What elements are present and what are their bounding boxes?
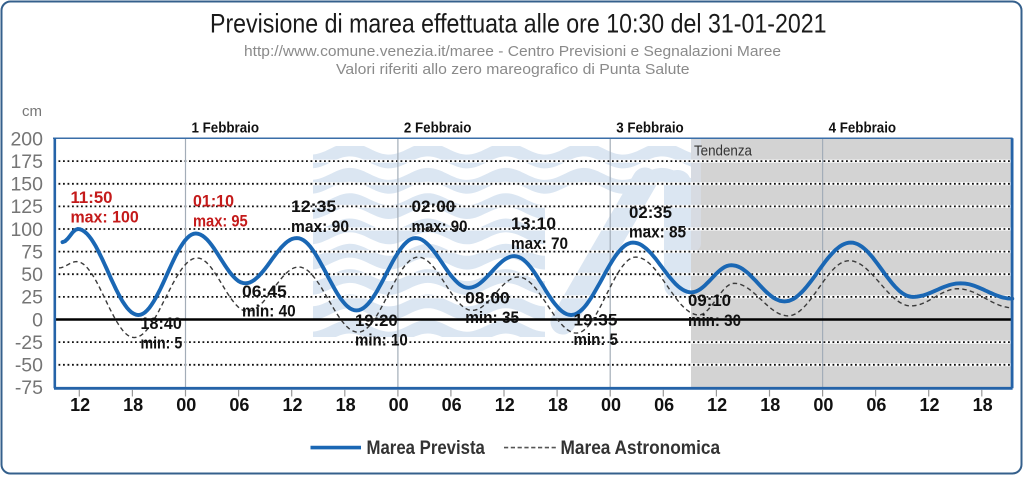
svg-text:12:35: 12:35 bbox=[291, 198, 336, 216]
svg-text:max: 100: max: 100 bbox=[71, 208, 139, 226]
svg-text:19:20: 19:20 bbox=[355, 312, 398, 330]
svg-text:02:35: 02:35 bbox=[629, 204, 672, 222]
svg-text:125: 125 bbox=[10, 196, 43, 218]
svg-text:08:00: 08:00 bbox=[465, 289, 510, 307]
svg-text:200: 200 bbox=[10, 128, 43, 150]
svg-text:18:40: 18:40 bbox=[141, 315, 182, 333]
svg-text:cm: cm bbox=[22, 103, 42, 120]
svg-text:06: 06 bbox=[442, 395, 462, 415]
svg-text:25: 25 bbox=[21, 287, 43, 309]
svg-text:100: 100 bbox=[10, 219, 43, 241]
svg-text:06: 06 bbox=[654, 395, 674, 415]
svg-text:12: 12 bbox=[707, 395, 727, 415]
svg-text:00: 00 bbox=[601, 395, 621, 415]
svg-text:2 Febbraio: 2 Febbraio bbox=[404, 121, 472, 137]
svg-text:13:10: 13:10 bbox=[511, 215, 556, 233]
svg-text:12: 12 bbox=[495, 395, 515, 415]
svg-text:12: 12 bbox=[70, 395, 90, 415]
svg-text:01:10: 01:10 bbox=[193, 193, 234, 211]
svg-text:Marea Astronomica: Marea Astronomica bbox=[561, 438, 721, 459]
svg-text:Marea Prevista: Marea Prevista bbox=[367, 438, 486, 459]
svg-text:75: 75 bbox=[21, 241, 43, 263]
svg-text:18: 18 bbox=[336, 395, 356, 415]
svg-text:12: 12 bbox=[282, 395, 302, 415]
svg-text:-75: -75 bbox=[15, 377, 43, 399]
svg-text:3 Febbraio: 3 Febbraio bbox=[616, 121, 684, 137]
svg-text:http://www.comune.venezia.it/m: http://www.comune.venezia.it/maree - Cen… bbox=[244, 43, 781, 60]
svg-text:06:45: 06:45 bbox=[242, 283, 287, 301]
svg-text:Valori riferiti allo zero mare: Valori riferiti allo zero mareografico d… bbox=[336, 61, 690, 78]
svg-text:-25: -25 bbox=[15, 332, 43, 354]
svg-text:min: 35: min: 35 bbox=[465, 309, 519, 327]
svg-text:00: 00 bbox=[389, 395, 409, 415]
svg-text:min: 5: min: 5 bbox=[574, 331, 618, 349]
svg-text:19:35: 19:35 bbox=[574, 311, 618, 329]
svg-text:min: 40: min: 40 bbox=[242, 303, 296, 321]
svg-text:max: 90: max: 90 bbox=[291, 218, 349, 236]
svg-text:00: 00 bbox=[813, 395, 833, 415]
svg-text:min: 10: min: 10 bbox=[355, 332, 408, 350]
svg-text:11:50: 11:50 bbox=[71, 189, 113, 207]
svg-text:4 Febbraio: 4 Febbraio bbox=[829, 121, 897, 137]
svg-text:175: 175 bbox=[10, 151, 43, 173]
svg-text:Previsione di marea effettuata: Previsione di marea effettuata alle ore … bbox=[210, 9, 827, 39]
svg-text:-50: -50 bbox=[15, 355, 43, 377]
svg-text:max: 85: max: 85 bbox=[629, 224, 686, 242]
svg-text:06: 06 bbox=[866, 395, 886, 415]
svg-text:max: 70: max: 70 bbox=[511, 235, 568, 253]
svg-text:06: 06 bbox=[229, 395, 249, 415]
svg-text:Tendenza: Tendenza bbox=[694, 143, 753, 160]
svg-text:18: 18 bbox=[548, 395, 568, 415]
svg-text:02:00: 02:00 bbox=[412, 198, 456, 216]
svg-text:18: 18 bbox=[123, 395, 143, 415]
svg-text:09:10: 09:10 bbox=[688, 292, 731, 310]
svg-text:max: 90: max: 90 bbox=[412, 218, 468, 236]
svg-text:18: 18 bbox=[973, 395, 993, 415]
svg-text:max: 95: max: 95 bbox=[193, 212, 248, 230]
svg-text:0: 0 bbox=[32, 309, 43, 331]
svg-text:18: 18 bbox=[760, 395, 780, 415]
svg-text:min: 30: min: 30 bbox=[688, 312, 741, 330]
svg-text:12: 12 bbox=[919, 395, 939, 415]
svg-text:min: 5: min: 5 bbox=[141, 335, 183, 353]
svg-text:1 Febbraio: 1 Febbraio bbox=[192, 121, 260, 137]
svg-text:150: 150 bbox=[10, 174, 43, 196]
svg-text:50: 50 bbox=[21, 264, 43, 286]
svg-text:00: 00 bbox=[176, 395, 196, 415]
